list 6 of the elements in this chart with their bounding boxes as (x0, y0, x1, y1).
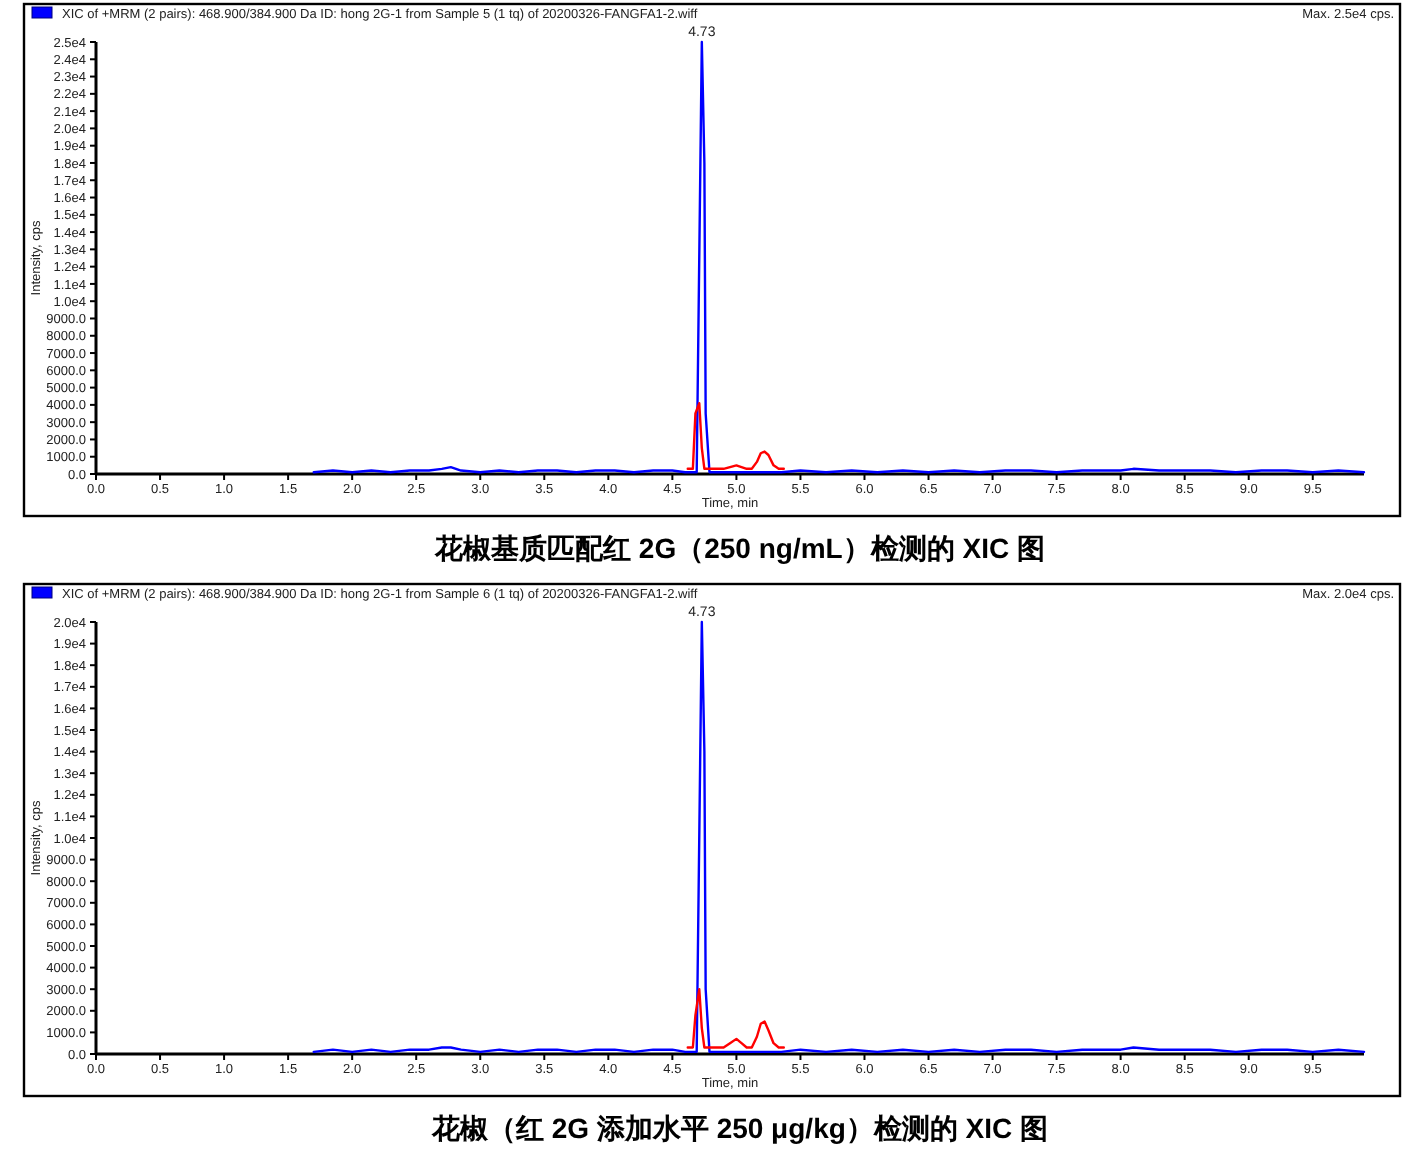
text: 花椒（红 2G 添加水平 250 μg/kg）检测的 XIC 图 (429, 1112, 1049, 1144)
line-series (686, 401, 785, 471)
line-series (686, 988, 785, 1049)
text: 花椒基质匹配红 2G（250 ng/mL）检测的 XIC 图 (433, 532, 1045, 564)
line-series (312, 620, 1366, 1054)
line-series (312, 40, 1366, 474)
